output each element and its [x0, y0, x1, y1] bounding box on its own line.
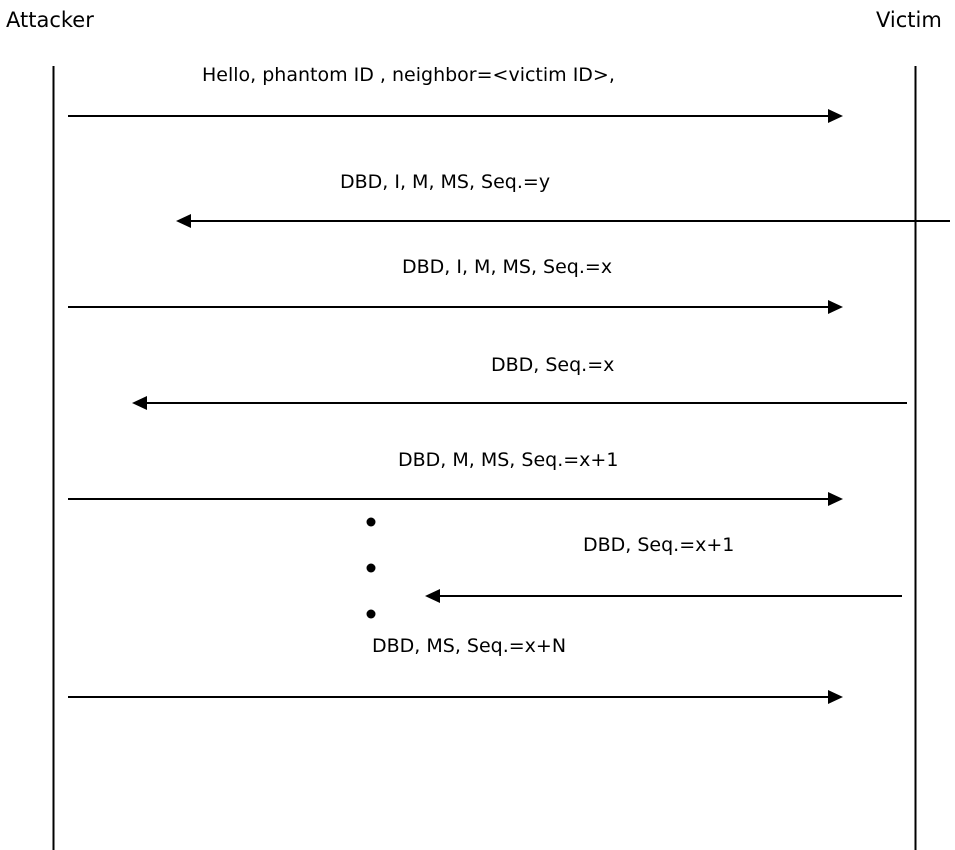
actor-victim-label: Victim: [876, 8, 942, 32]
actor-attacker-label: Attacker: [6, 8, 94, 32]
message-arrow-5: [68, 492, 843, 506]
message-label-4: DBD, Seq.=x: [491, 354, 615, 376]
ellipsis-dot-2: [366, 563, 376, 573]
message-arrow-2: [176, 214, 950, 228]
message-arrow-1: [68, 109, 843, 123]
message-label-3: DBD, I, M, MS, Seq.=x: [402, 256, 613, 278]
message-arrow-4: [132, 396, 907, 410]
message-label-2: DBD, I, M, MS, Seq.=y: [340, 171, 551, 193]
message-arrow-3: [68, 300, 843, 314]
ellipsis-dot-1: [366, 517, 376, 527]
message-arrow-6: [425, 589, 902, 603]
message-label-1: Hello, phantom ID , neighbor=<victim ID>…: [202, 64, 615, 86]
message-label-5: DBD, M, MS, Seq.=x+1: [398, 449, 619, 471]
message-arrow-7: [68, 690, 843, 704]
message-label-6: DBD, Seq.=x+1: [583, 534, 735, 556]
message-label-7: DBD, MS, Seq.=x+N: [372, 635, 567, 657]
ellipsis-dot-3: [366, 609, 376, 619]
